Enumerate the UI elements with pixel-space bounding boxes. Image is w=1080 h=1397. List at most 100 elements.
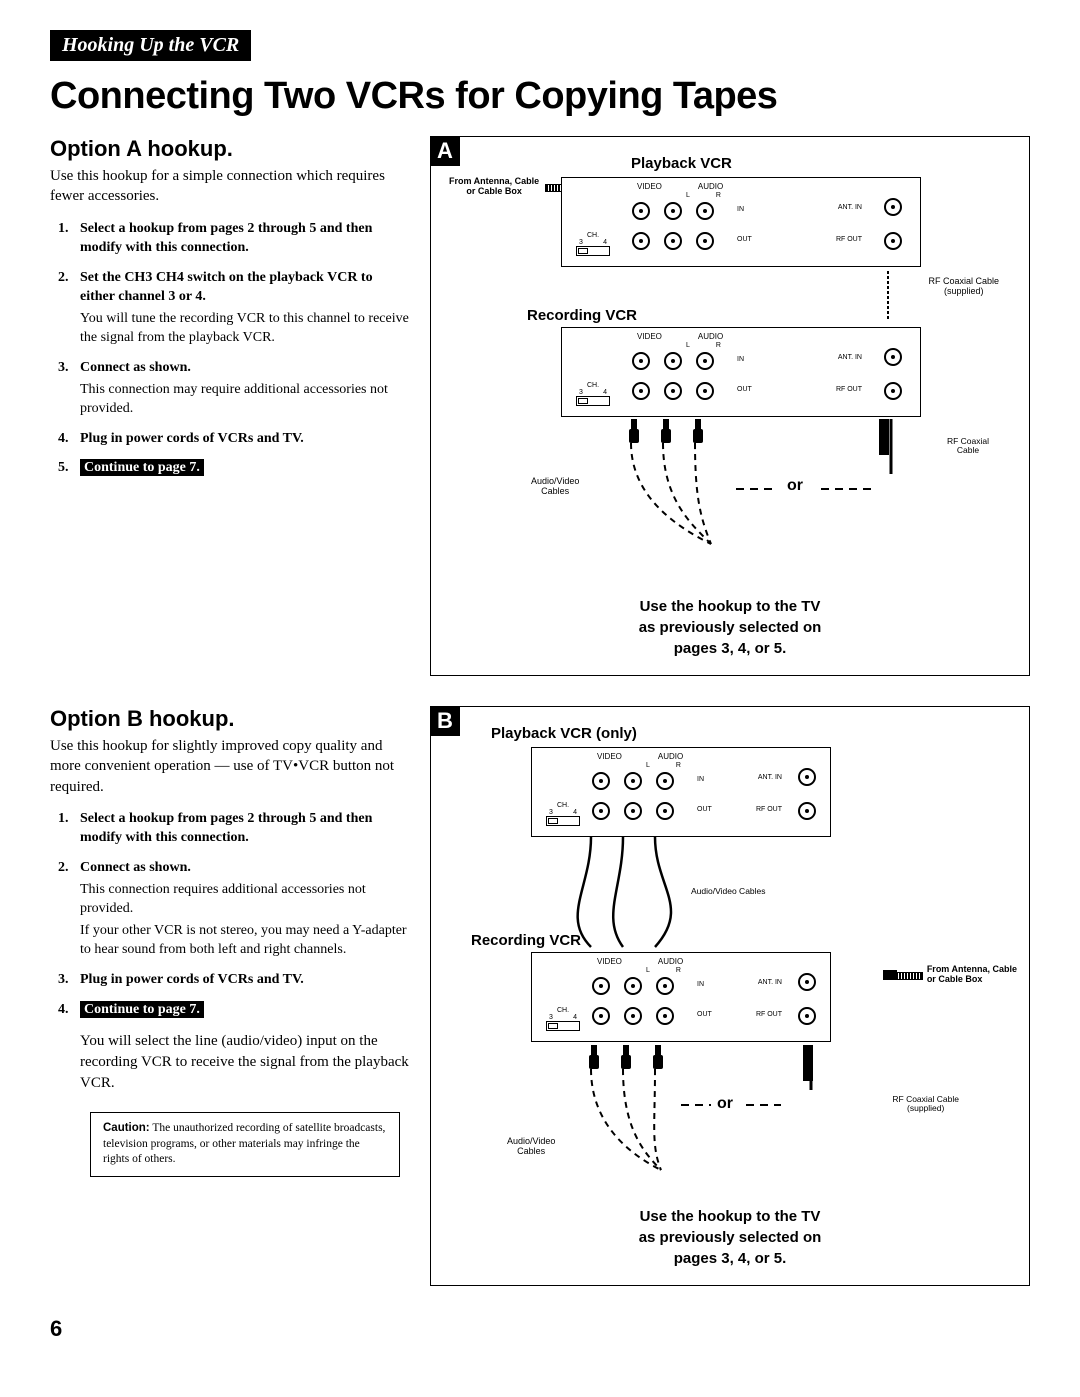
step: 1. Select a hookup from pages 2 through …: [80, 219, 410, 258]
label: or Cable Box: [466, 186, 522, 196]
step-body: This connection may require additional a…: [80, 380, 410, 419]
label: L: [646, 967, 650, 974]
av-cables-label-b: Audio/Video Cables: [507, 1137, 555, 1157]
av-cables-label: Audio/Video Cables: [691, 887, 766, 896]
coax-plug-icon: [879, 419, 889, 455]
step: 1. Select a hookup from pages 2 through …: [80, 809, 410, 848]
jack-audio-l-in: [624, 772, 642, 790]
caution-label: Caution:: [103, 1122, 150, 1134]
coax-cable-icon: [887, 269, 889, 319]
label: 4: [573, 1014, 577, 1021]
or-label: or: [787, 477, 803, 495]
step-num: 1.: [58, 219, 69, 239]
page-title: Connecting Two VCRs for Copying Tapes: [50, 75, 1030, 118]
jack-ant-in: [884, 348, 902, 366]
label: RF OUT: [836, 386, 862, 393]
label: 4: [603, 389, 607, 396]
label: RF OUT: [836, 236, 862, 243]
label: RF OUT: [756, 1011, 782, 1018]
label: Use the hookup to the TV: [640, 1208, 821, 1225]
label: VIDEO: [637, 332, 662, 341]
step-head: Select a hookup from pages 2 through 5 a…: [80, 811, 372, 846]
jack-audio-l-out: [624, 802, 642, 820]
option-b-row: Option B hookup. Use this hookup for sli…: [50, 706, 1030, 1286]
jack-rf-out: [884, 232, 902, 250]
step-num: 2.: [58, 268, 69, 288]
label: CH.: [576, 382, 610, 389]
step-num: 5.: [58, 458, 69, 478]
label: VIDEO: [637, 182, 662, 191]
label: (supplied): [944, 286, 984, 296]
jack-rf-out: [884, 382, 902, 400]
jack-video-out: [632, 382, 650, 400]
label: R: [676, 967, 681, 974]
step-num: 4.: [58, 1000, 69, 1020]
ch-switch: CH. 3 4: [546, 1007, 580, 1031]
step-num: 4.: [58, 429, 69, 449]
step-num: 1.: [58, 809, 69, 829]
step-highlight: Continue to page 7.: [80, 1001, 204, 1018]
label: ANT. IN: [838, 354, 862, 361]
label: 4: [573, 809, 577, 816]
label: From Antenna, Cable: [449, 176, 539, 186]
label: OUT: [737, 386, 752, 393]
section-header: Hooking Up the VCR: [50, 30, 251, 61]
label: 3: [549, 809, 553, 816]
option-a-text: Option A hookup. Use this hookup for a s…: [50, 136, 410, 676]
label: as previously selected on: [639, 1229, 822, 1246]
label: 3: [579, 239, 583, 246]
label: AUDIO: [698, 182, 723, 191]
coax-plug-icon: [881, 968, 923, 982]
diagram-b-bottom-note: Use the hookup to the TV as previously s…: [431, 1206, 1029, 1269]
jack-video-in: [632, 202, 650, 220]
step-head: Select a hookup from pages 2 through 5 a…: [80, 221, 372, 256]
step-body: If your other VCR is not stereo, you may…: [80, 921, 410, 960]
option-a-heading: Option A hookup.: [50, 136, 410, 162]
label: Cables: [517, 1146, 545, 1156]
jack-audio-r-out: [696, 232, 714, 250]
label: as previously selected on: [639, 619, 822, 636]
step-num: 3.: [58, 970, 69, 990]
coax-plug-icon: [803, 1045, 813, 1081]
label: ANT. IN: [758, 774, 782, 781]
label: pages 3, 4, or 5.: [674, 640, 787, 657]
step-num: 3.: [58, 358, 69, 378]
step: 4. Plug in power cords of VCRs and TV.: [80, 429, 410, 449]
label: R: [716, 342, 721, 349]
step-num: 2.: [58, 858, 69, 878]
label: 3: [549, 1014, 553, 1021]
antenna-source-label: From Antenna, Cable or Cable Box: [449, 177, 539, 197]
recording-vcr-panel: VIDEO AUDIO L R IN OUT: [561, 327, 921, 417]
jack-video-out: [632, 232, 650, 250]
jack-video-out: [592, 1007, 610, 1025]
step: 3. Plug in power cords of VCRs and TV.: [80, 970, 410, 990]
diagram-bottom-note: Use the hookup to the TV as previously s…: [431, 596, 1029, 659]
jack-audio-r-out: [656, 1007, 674, 1025]
step-head: Plug in power cords of VCRs and TV.: [80, 972, 304, 987]
jack-video-in: [592, 772, 610, 790]
label: L: [686, 192, 690, 199]
option-a-steps: 1. Select a hookup from pages 2 through …: [80, 219, 410, 479]
label: IN: [737, 356, 744, 363]
rf-coax-supplied-label: RF Coaxial Cable (supplied): [928, 277, 999, 297]
jack-audio-r-in: [696, 352, 714, 370]
jack-audio-l-out: [664, 232, 682, 250]
step-head: Connect as shown.: [80, 360, 191, 375]
jack-audio-l-in: [664, 352, 682, 370]
jack-rf-out: [798, 802, 816, 820]
jack-audio-r-in: [696, 202, 714, 220]
step-highlight: Continue to page 7.: [80, 459, 204, 476]
label: CH.: [546, 1007, 580, 1014]
option-b-heading: Option B hookup.: [50, 706, 410, 732]
jack-audio-r-out: [696, 382, 714, 400]
diagram-badge-b: B: [430, 706, 460, 736]
cable-paths-b-icon: [531, 1045, 951, 1175]
label: 4: [603, 239, 607, 246]
label: L: [646, 762, 650, 769]
option-b-after: You will select the line (audio/video) i…: [80, 1031, 410, 1094]
label: AUDIO: [698, 332, 723, 341]
rf-coax-label: RF Coaxial Cable: [947, 437, 989, 456]
recording-vcr-panel-b: VIDEO AUDIO L R IN OUT: [531, 952, 831, 1042]
label: RF OUT: [756, 806, 782, 813]
label: From Antenna, Cable: [927, 964, 1017, 974]
